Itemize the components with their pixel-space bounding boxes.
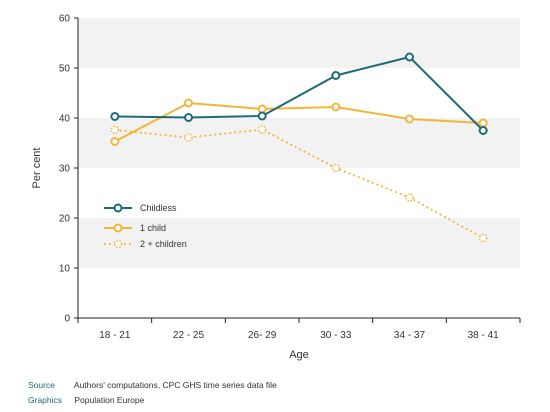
legend: Childless 1 child 2 + children [104,203,187,249]
data-point [331,71,341,80]
x-tick-label: 18 - 21 [99,330,131,341]
legend-label: 2 + children [140,239,187,249]
y-tick-label: 50 [59,64,71,75]
data-point [257,111,267,121]
x-tick-label: 30 - 33 [320,330,352,341]
legend-marker [113,223,123,233]
source-label: Source [28,380,55,390]
grid-band [78,118,520,168]
y-tick-label: 60 [59,14,71,25]
data-point [331,163,341,173]
series-line [114,128,484,239]
x-tick-label: 34 - 37 [394,330,426,341]
series-line [114,101,484,143]
series-childless [110,52,488,135]
x-tick-label: 22 - 25 [173,330,205,341]
data-point [184,113,193,122]
y-tick-label: 20 [59,214,71,225]
line-chart: 0 10 20 30 40 50 60 18 - 21 22 - 25 26- 29 30 - 3… [31,14,521,361]
legend-label: 1 child [140,223,166,233]
legend-marker [113,203,123,213]
data-point [478,126,488,135]
y-tick-label: 10 [59,264,71,275]
data-point [110,125,120,135]
graphics-label: Graphics [28,395,63,405]
graphics-text: Population Europe [74,395,145,405]
data-point [257,125,267,134]
x-axis-ticks: 18 - 21 22 - 25 26- 29 30 - 33 34 - 37 38 - 4… [77,318,521,341]
grid-band [78,18,520,68]
x-axis-title: Age [289,349,309,361]
series-layer [110,52,488,243]
y-tick-label: 0 [64,314,70,325]
data-point [405,193,414,202]
grid-bands [78,18,520,268]
footer-source: Source Authors' computations, CPC GHS ti… [28,380,277,390]
series-2-children [110,125,488,243]
data-point [405,114,414,124]
data-point [110,137,120,146]
series-line [114,55,484,132]
x-tick-label: 38 - 41 [468,330,500,341]
data-point [478,233,488,243]
grid-band [78,218,520,268]
data-point [184,133,193,142]
legend-marker [113,239,123,249]
data-point [184,98,193,108]
data-point [331,102,341,112]
data-point [478,118,488,128]
legend-label: Childless [140,203,177,213]
y-tick-label: 30 [59,164,71,175]
data-point [405,52,414,62]
x-tick-label: 26- 29 [248,330,277,341]
data-point [110,112,120,121]
footer-graphics: Graphics Population Europe [28,395,144,405]
data-point [257,104,267,114]
source-text: Authors' computations, CPC GHS time seri… [73,380,277,390]
y-axis-ticks: 0 10 20 30 40 50 60 [59,14,78,325]
y-tick-label: 40 [59,114,71,125]
series-1-child [110,98,488,146]
y-axis-title: Per cent [31,148,43,189]
